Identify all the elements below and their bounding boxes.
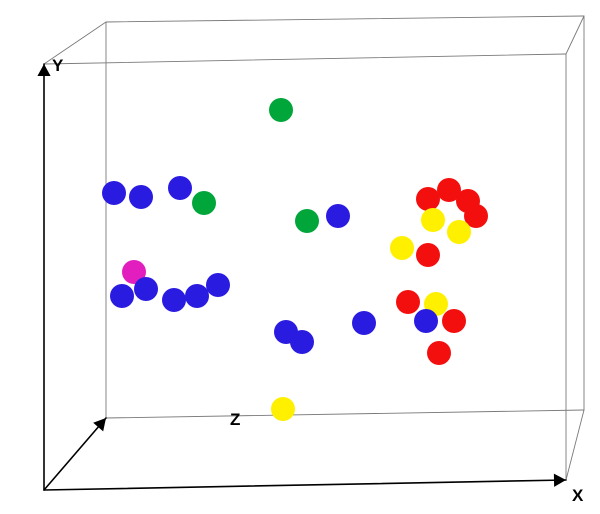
data-point xyxy=(129,185,153,209)
data-point xyxy=(352,311,376,335)
data-point xyxy=(396,290,420,314)
data-point xyxy=(421,208,445,232)
scatter3d-plot: X Y Z xyxy=(0,0,600,514)
data-point xyxy=(192,191,216,215)
data-point xyxy=(271,397,295,421)
data-point xyxy=(206,273,230,297)
data-point xyxy=(390,236,414,260)
data-point xyxy=(134,277,158,301)
data-point xyxy=(102,181,126,205)
data-point xyxy=(290,330,314,354)
data-point xyxy=(427,341,451,365)
data-point xyxy=(269,98,293,122)
data-point xyxy=(110,284,134,308)
axis-label-z: Z xyxy=(230,410,240,430)
data-point xyxy=(442,309,466,333)
data-point xyxy=(447,220,471,244)
data-point xyxy=(162,288,186,312)
cube-wireframe xyxy=(0,0,600,514)
data-point xyxy=(414,309,438,333)
data-point xyxy=(295,209,319,233)
data-point xyxy=(416,243,440,267)
axis-label-x: X xyxy=(572,486,583,506)
data-point xyxy=(168,176,192,200)
axis-label-y: Y xyxy=(52,56,63,76)
data-point xyxy=(326,204,350,228)
